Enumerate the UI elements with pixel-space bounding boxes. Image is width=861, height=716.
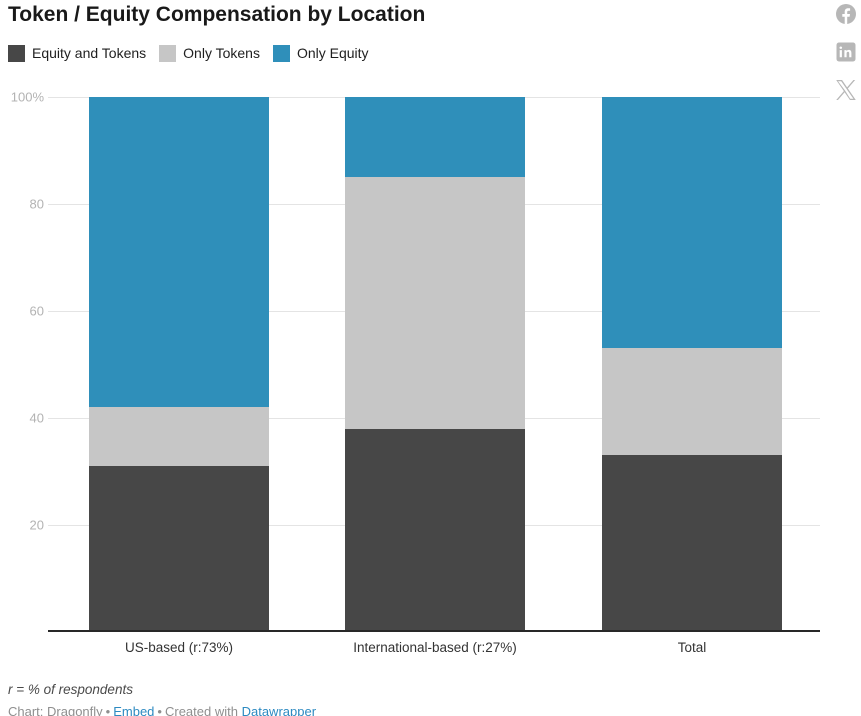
stacked-bar-2 xyxy=(345,97,525,632)
attribution-line: Chart: Dragonfly • Embed • Created with Data… xyxy=(8,704,316,716)
legend-item-only-tokens: Only Tokens xyxy=(159,45,260,62)
x-twitter-share-icon[interactable] xyxy=(836,80,856,100)
bar-segment[interactable] xyxy=(89,97,269,408)
bar-segment[interactable] xyxy=(89,466,269,632)
legend-swatch xyxy=(272,45,290,62)
legend-swatch xyxy=(8,45,25,62)
stacked-bar-1 xyxy=(89,97,269,632)
facebook-share-icon[interactable] xyxy=(836,4,856,24)
embed-link[interactable]: Embed xyxy=(113,704,155,716)
datawrapper-link[interactable]: Datawrapper xyxy=(241,704,317,716)
bar-segment[interactable] xyxy=(602,348,782,456)
bar-segment[interactable] xyxy=(602,97,782,349)
chart-byline: Chart: Dragonfly xyxy=(8,704,103,716)
y-tick-label: 80 xyxy=(29,196,44,212)
linkedin-share-icon[interactable] xyxy=(836,42,856,62)
chart-legend: Equity and Tokens Only Tokens Only Equit… xyxy=(8,45,382,62)
y-tick-label: 60 xyxy=(29,303,44,319)
plot-area: 100% 80 60 40 20 US-based (r:73%) Internationa… xyxy=(0,91,861,655)
y-tick-label: 100% xyxy=(10,89,44,105)
y-tick-label: 40 xyxy=(29,410,44,426)
legend-label: Equity and Tokens xyxy=(32,45,147,61)
legend-label: Only Tokens xyxy=(183,45,260,61)
legend-item-equity-and-tokens: Equity and Tokens xyxy=(8,45,146,62)
x-axis-baseline xyxy=(48,630,820,632)
dot-separator: • xyxy=(105,704,111,716)
bar-segment[interactable] xyxy=(345,97,525,178)
legend-label: Only Equity xyxy=(296,45,369,61)
bar-segment[interactable] xyxy=(89,407,269,467)
bar-segment[interactable] xyxy=(345,177,525,429)
bar-segment[interactable] xyxy=(602,455,782,632)
x-axis-label: US-based (r:73%) xyxy=(124,640,234,655)
x-axis-label: International-based (r:27%) xyxy=(353,640,517,655)
x-axis-label: Total xyxy=(677,640,707,655)
legend-item-only-equity: Only Equity xyxy=(272,45,369,62)
social-share-toolbar xyxy=(836,4,856,100)
bar-segment[interactable] xyxy=(345,428,525,632)
legend-swatch xyxy=(159,45,177,62)
y-tick-label: 20 xyxy=(29,517,44,533)
created-with-text: Created with xyxy=(164,704,238,716)
dot-separator: • xyxy=(157,704,162,716)
chart-footnote: r = % of respondents xyxy=(8,682,133,697)
chart-title: Token / Equity Compensation by Location xyxy=(8,3,426,26)
stacked-bar-3 xyxy=(602,97,782,632)
